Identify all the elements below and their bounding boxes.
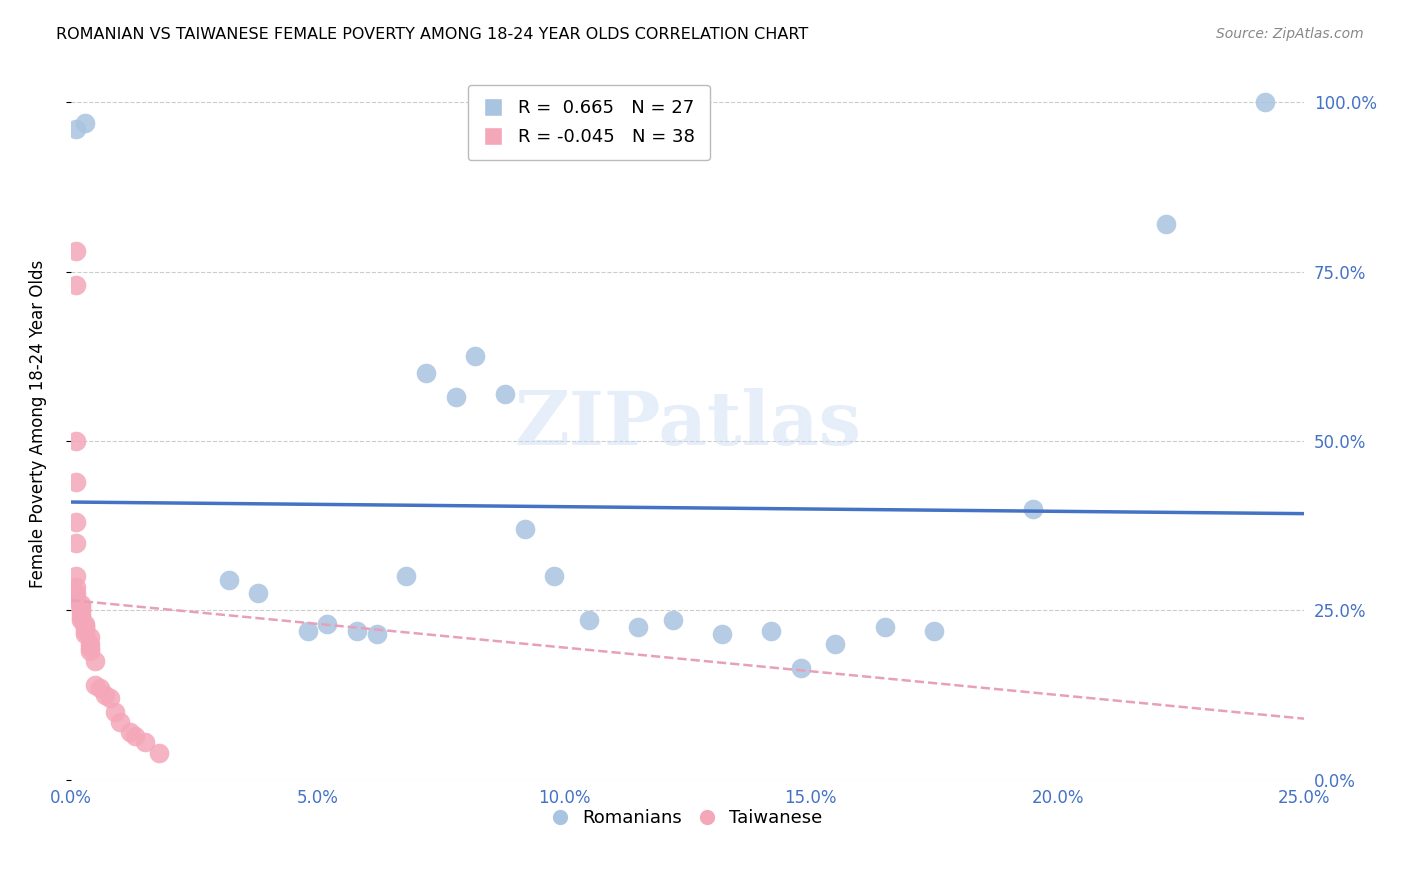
Point bbox=[79, 644, 101, 658]
Text: ROMANIAN VS TAIWANESE FEMALE POVERTY AMONG 18-24 YEAR OLDS CORRELATION CHART: ROMANIAN VS TAIWANESE FEMALE POVERTY AMO… bbox=[56, 27, 808, 42]
Point bbox=[578, 614, 600, 628]
Point bbox=[75, 116, 97, 130]
Point bbox=[69, 610, 91, 624]
Point bbox=[65, 569, 87, 583]
Point bbox=[98, 691, 121, 706]
Point bbox=[69, 603, 91, 617]
Point bbox=[65, 515, 87, 529]
Point bbox=[65, 434, 87, 448]
Point bbox=[346, 624, 368, 638]
Point bbox=[65, 580, 87, 594]
Point bbox=[108, 714, 131, 729]
Point bbox=[627, 620, 650, 634]
Point bbox=[75, 620, 97, 634]
Point bbox=[75, 616, 97, 631]
Point bbox=[148, 746, 170, 760]
Point bbox=[494, 386, 516, 401]
Point bbox=[84, 654, 107, 668]
Point bbox=[1254, 95, 1277, 110]
Point bbox=[1154, 217, 1177, 231]
Point bbox=[65, 590, 87, 604]
Point bbox=[65, 535, 87, 549]
Point bbox=[79, 631, 101, 645]
Point bbox=[69, 597, 91, 611]
Point bbox=[65, 593, 87, 607]
Point bbox=[75, 624, 97, 638]
Text: ZIPatlas: ZIPatlas bbox=[515, 387, 860, 460]
Point bbox=[65, 244, 87, 259]
Point bbox=[65, 475, 87, 489]
Point bbox=[661, 614, 683, 628]
Point bbox=[297, 624, 319, 638]
Point bbox=[69, 603, 91, 617]
Point bbox=[366, 627, 388, 641]
Point bbox=[761, 624, 783, 638]
Point bbox=[711, 627, 734, 641]
Point bbox=[65, 278, 87, 293]
Legend: Romanians, Taiwanese: Romanians, Taiwanese bbox=[546, 802, 830, 835]
Point bbox=[104, 705, 127, 719]
Point bbox=[69, 614, 91, 628]
Point bbox=[415, 366, 437, 380]
Point bbox=[94, 688, 117, 702]
Point bbox=[824, 637, 846, 651]
Point bbox=[395, 569, 418, 583]
Point bbox=[89, 681, 111, 696]
Point bbox=[65, 586, 87, 600]
Y-axis label: Female Poverty Among 18-24 Year Olds: Female Poverty Among 18-24 Year Olds bbox=[30, 260, 46, 588]
Point bbox=[444, 390, 467, 404]
Point bbox=[124, 729, 146, 743]
Point bbox=[790, 661, 813, 675]
Point bbox=[218, 573, 240, 587]
Point bbox=[1022, 501, 1045, 516]
Point bbox=[84, 678, 107, 692]
Point bbox=[79, 637, 101, 651]
Point bbox=[464, 349, 486, 363]
Point bbox=[65, 122, 87, 136]
Point bbox=[316, 616, 339, 631]
Point bbox=[75, 620, 97, 634]
Point bbox=[873, 620, 896, 634]
Point bbox=[69, 599, 91, 614]
Point bbox=[75, 627, 97, 641]
Text: Source: ZipAtlas.com: Source: ZipAtlas.com bbox=[1216, 27, 1364, 41]
Point bbox=[118, 725, 141, 739]
Point bbox=[79, 640, 101, 655]
Point bbox=[247, 586, 270, 600]
Point bbox=[513, 522, 536, 536]
Point bbox=[543, 569, 565, 583]
Point bbox=[134, 735, 156, 749]
Point bbox=[922, 624, 945, 638]
Point bbox=[69, 607, 91, 621]
